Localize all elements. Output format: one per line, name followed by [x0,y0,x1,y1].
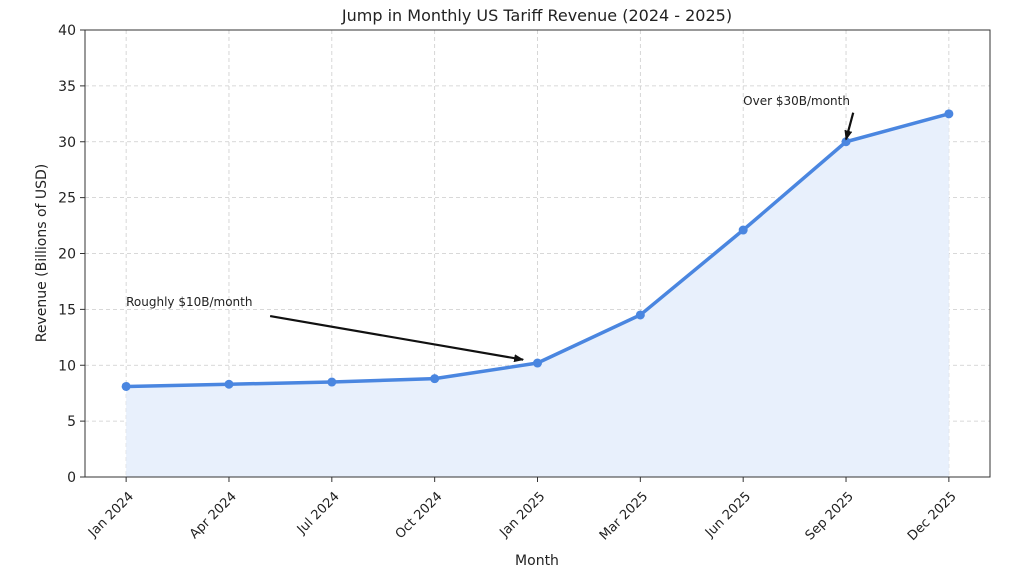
y-tick-label: 20 [58,247,76,263]
data-point [944,109,954,119]
data-point [327,377,337,387]
y-tick-label: 40 [58,23,76,39]
x-axis-label: Month [515,553,559,569]
x-tick-label: Mar 2025 [597,489,651,543]
data-point [430,374,440,384]
y-tick-label: 0 [67,470,76,486]
x-tick-label: Sep 2025 [803,489,857,543]
annotation-text: Roughly $10B/month [126,295,252,309]
chart-title: Jump in Monthly US Tariff Revenue (2024 … [341,6,732,25]
data-point [224,379,234,389]
data-point [121,381,131,391]
x-tick-label: Oct 2024 [393,489,446,542]
x-tick-label: Jan 2025 [497,489,549,541]
x-tick-label: Dec 2025 [905,489,960,544]
y-axis-label: Revenue (Billions of USD) [34,164,50,343]
x-tick-label: Jan 2024 [85,489,137,541]
y-tick-label: 25 [58,191,76,207]
data-point [635,310,645,320]
y-tick-label: 10 [58,358,76,374]
y-tick-label: 30 [58,135,76,151]
data-point [533,358,542,368]
annotation-arrow [269,314,525,363]
annotation-arrow [844,112,855,141]
annotation-text: Over $30B/month [743,94,850,108]
y-tick-label: 15 [58,302,76,318]
y-tick-label: 5 [67,414,76,430]
x-tick-label: Apr 2024 [187,489,240,542]
x-tick-label: Jul 2024 [294,489,343,538]
x-tick-label: Jun 2025 [702,489,754,541]
data-point [738,225,748,235]
y-tick-label: 35 [58,79,76,95]
